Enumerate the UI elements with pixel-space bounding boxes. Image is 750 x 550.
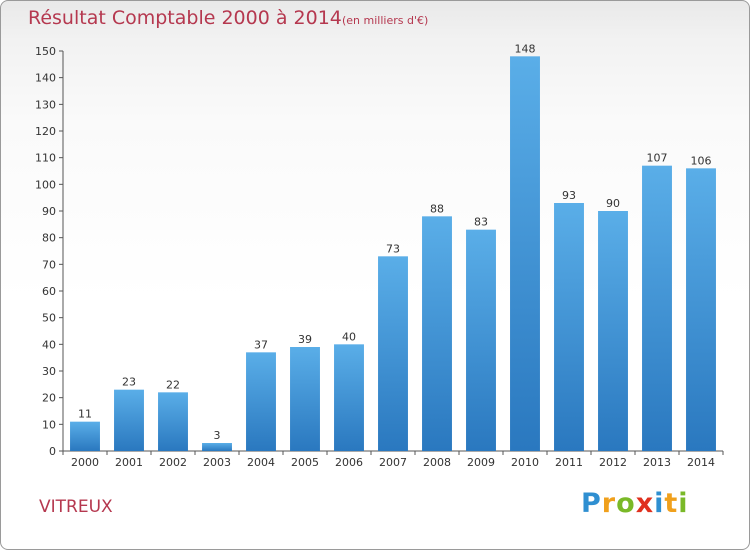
x-tick-label: 2011 [555, 456, 583, 469]
proxiti-logo: Proxiti [581, 488, 689, 519]
y-tick-label: 40 [42, 338, 56, 351]
bar-2000 [70, 421, 100, 451]
x-tick-label: 2008 [423, 456, 451, 469]
y-tick-label: 90 [42, 205, 56, 218]
y-tick-label: 70 [42, 258, 56, 271]
x-tick-label: 2001 [115, 456, 143, 469]
y-tick-label: 80 [42, 232, 56, 245]
value-label-2003: 3 [214, 429, 221, 442]
x-tick-label: 2000 [71, 456, 99, 469]
value-label-2004: 37 [254, 338, 268, 351]
x-tick-label: 2004 [247, 456, 275, 469]
bar-2007 [378, 256, 408, 451]
x-tick-label: 2010 [511, 456, 539, 469]
x-tick-label: 2006 [335, 456, 363, 469]
y-tick-label: 140 [35, 72, 56, 85]
y-tick-label: 110 [35, 152, 56, 165]
logo-letter: t [664, 488, 679, 519]
value-label-2012: 90 [606, 197, 620, 210]
y-tick-label: 100 [35, 178, 56, 191]
value-label-2006: 40 [342, 330, 356, 343]
bar-2008 [422, 216, 452, 451]
y-tick-label: 20 [42, 392, 56, 405]
logo-letter: P [581, 488, 602, 519]
bar-2006 [334, 344, 364, 451]
x-tick-label: 2002 [159, 456, 187, 469]
value-label-2007: 73 [386, 242, 400, 255]
logo-letter: i [678, 488, 689, 519]
value-label-2005: 39 [298, 333, 312, 346]
value-label-2008: 88 [430, 202, 444, 215]
value-label-2013: 107 [647, 152, 668, 165]
logo-letter: r [601, 488, 617, 519]
x-tick-label: 2007 [379, 456, 407, 469]
chart-subtitle: (en milliers d'€) [342, 14, 429, 27]
bar-2004 [246, 352, 276, 451]
bar-2001 [114, 389, 144, 451]
y-tick-label: 60 [42, 285, 56, 298]
value-label-2011: 93 [562, 189, 576, 202]
bar-2005 [290, 347, 320, 451]
logo-letter: x [635, 488, 655, 519]
logo-letter: i [654, 488, 665, 519]
bar-2014 [686, 168, 716, 452]
chart-title: Résultat Comptable 2000 à 2014 [28, 7, 342, 29]
y-tick-label: 130 [35, 98, 56, 111]
logo-letter: o [616, 488, 636, 519]
y-tick-label: 150 [35, 45, 56, 58]
bar-2009 [466, 229, 496, 451]
x-tick-label: 2009 [467, 456, 495, 469]
x-tick-label: 2005 [291, 456, 319, 469]
x-tick-label: 2014 [687, 456, 715, 469]
y-tick-label: 10 [42, 418, 56, 431]
bar-2013 [642, 165, 672, 451]
value-label-2002: 22 [166, 378, 180, 391]
value-label-2000: 11 [78, 408, 92, 421]
y-tick-label: 30 [42, 365, 56, 378]
bar-2012 [598, 211, 628, 451]
x-tick-label: 2012 [599, 456, 627, 469]
bar-2002 [158, 392, 188, 451]
value-label-2009: 83 [474, 216, 488, 229]
bar-2010 [510, 56, 540, 451]
commune-name: VITREUX [39, 497, 113, 517]
bar-2003 [202, 443, 232, 451]
value-label-2010: 148 [515, 42, 536, 55]
x-tick-label: 2003 [203, 456, 231, 469]
y-tick-label: 0 [49, 445, 56, 458]
value-label-2001: 23 [122, 376, 136, 389]
y-tick-label: 50 [42, 312, 56, 325]
y-tick-label: 120 [35, 125, 56, 138]
value-label-2014: 106 [691, 154, 712, 167]
x-tick-label: 2013 [643, 456, 671, 469]
bar-2011 [554, 203, 584, 451]
